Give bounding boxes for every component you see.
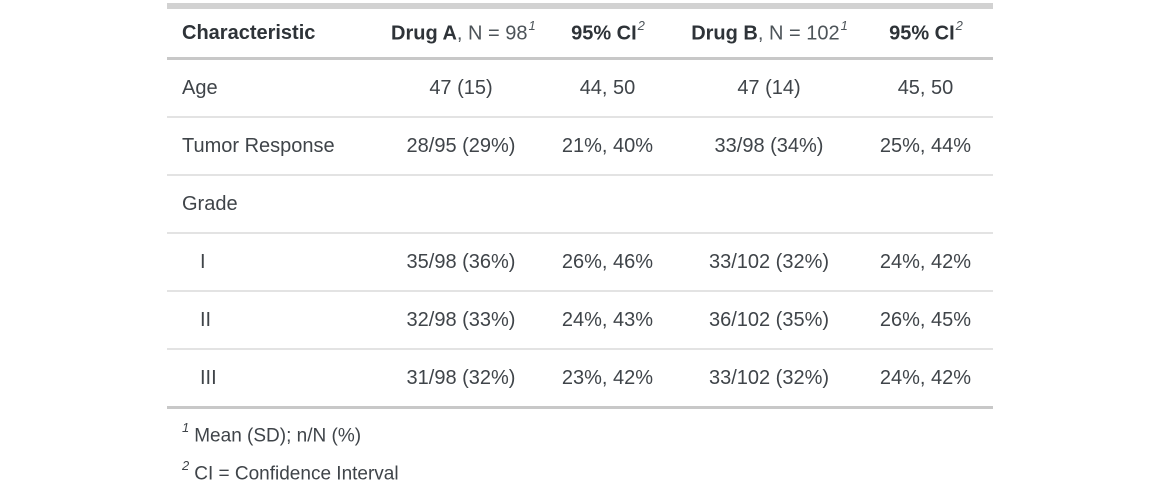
header-characteristic: Characteristic (167, 6, 387, 60)
table-row-grade-3: III 31/98 (32%) 23%, 42% 33/102 (32%) 24… (167, 349, 993, 409)
cell-drug-b: 33/102 (32%) (680, 349, 858, 409)
cell-ci-b: 24%, 42% (858, 349, 993, 409)
table-row-age: Age 47 (15) 44, 50 47 (14) 45, 50 (167, 58, 993, 118)
table-footnotes: 1 Mean (SD); n/N (%) 2 CI = Confidence Int… (167, 408, 993, 495)
row-label: Grade (167, 175, 387, 234)
drug-b-label: Drug B (691, 22, 758, 45)
row-label: Tumor Response (167, 117, 387, 176)
cell-ci-a: 21%, 40% (535, 117, 680, 176)
table-body: Age 47 (15) 44, 50 47 (14) 45, 50 Tumor … (167, 58, 993, 409)
footnote-1: 1 Mean (SD); n/N (%) (167, 408, 993, 455)
cell-drug-b: 47 (14) (680, 58, 858, 118)
footnote-1-marker: 1 (182, 420, 190, 436)
cell-drug-a: 35/98 (36%) (387, 233, 535, 292)
cell-ci-b (858, 175, 993, 234)
cell-ci-a: 24%, 43% (535, 291, 680, 350)
cell-drug-a: 32/98 (33%) (387, 291, 535, 350)
footnote-2-marker: 2 (182, 458, 190, 474)
footnote-row-1: 1 Mean (SD); n/N (%) (167, 408, 993, 455)
cell-drug-a: 28/95 (29%) (387, 117, 535, 176)
table-row-grade: Grade (167, 175, 993, 234)
cell-ci-b: 25%, 44% (858, 117, 993, 176)
header-drug-b: Drug B, N = 1021 (680, 6, 858, 60)
cell-ci-a: 44, 50 (535, 58, 680, 118)
header-drug-a: Drug A, N = 981 (387, 6, 536, 60)
row-label: I (167, 233, 387, 292)
footnote-marker-1: 1 (528, 18, 536, 34)
ci-a-label: 95% CI (571, 22, 637, 45)
footnote-2: 2 CI = Confidence Interval (167, 454, 993, 495)
cell-drug-a: 47 (15) (387, 58, 535, 118)
footnote-marker-2: 2 (637, 18, 645, 34)
header-ci-a: 95% CI2 (535, 6, 680, 60)
header-row: Characteristic Drug A, N = 981 95% CI2 D… (167, 6, 993, 60)
cell-drug-b: 33/102 (32%) (680, 233, 858, 292)
drug-a-n: , N = 98 (456, 22, 528, 45)
summary-table: Characteristic Drug A, N = 981 95% CI2 D… (167, 3, 993, 495)
table-row-tumor-response: Tumor Response 28/95 (29%) 21%, 40% 33/9… (167, 117, 993, 176)
cell-ci-b: 24%, 42% (858, 233, 993, 292)
footnote-marker-1: 1 (840, 18, 848, 34)
row-label: II (167, 291, 387, 350)
cell-drug-b: 33/98 (34%) (680, 117, 858, 176)
row-label: III (167, 349, 387, 409)
ci-b-label: 95% CI (889, 22, 955, 45)
table-header: Characteristic Drug A, N = 981 95% CI2 D… (167, 6, 993, 60)
cell-drug-a (387, 175, 535, 234)
drug-a-label: Drug A (391, 22, 457, 45)
cell-ci-b: 26%, 45% (858, 291, 993, 350)
cell-ci-a (535, 175, 680, 234)
footnote-1-text: Mean (SD); n/N (%) (194, 425, 362, 447)
summary-table-container: Characteristic Drug A, N = 981 95% CI2 D… (167, 3, 993, 495)
header-ci-b: 95% CI2 (858, 6, 993, 60)
footnote-row-2: 2 CI = Confidence Interval (167, 454, 993, 495)
cell-drug-b (680, 175, 858, 234)
table-row-grade-1: I 35/98 (36%) 26%, 46% 33/102 (32%) 24%,… (167, 233, 993, 292)
table-row-grade-2: II 32/98 (33%) 24%, 43% 36/102 (35%) 26%… (167, 291, 993, 350)
header-characteristic-label: Characteristic (182, 21, 316, 44)
cell-ci-a: 23%, 42% (535, 349, 680, 409)
footnote-2-text: CI = Confidence Interval (194, 463, 399, 485)
cell-ci-b: 45, 50 (858, 58, 993, 118)
row-label: Age (167, 58, 387, 118)
cell-drug-a: 31/98 (32%) (387, 349, 535, 409)
footnote-marker-2: 2 (955, 18, 963, 34)
cell-drug-b: 36/102 (35%) (680, 291, 858, 350)
cell-ci-a: 26%, 46% (535, 233, 680, 292)
drug-b-n: , N = 102 (757, 22, 840, 45)
